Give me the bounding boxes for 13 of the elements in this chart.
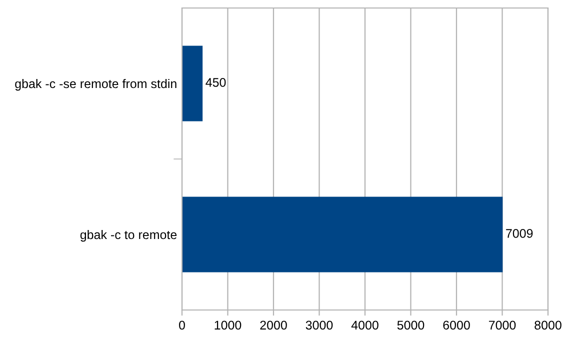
x-tick-label: 4000 [351,320,378,330]
x-tick-label: 2000 [260,320,287,330]
data-label: 7009 [506,229,533,238]
x-tick-label: 3000 [306,320,333,330]
data-label: 450 [206,78,226,87]
x-tick-label: 8000 [534,320,562,330]
x-tick-label: 7000 [488,320,516,330]
x-tick-label: 1000 [214,320,242,330]
x-tick-label: 6000 [443,320,470,330]
y-tick-label: gbak -c -se remote from stdin [15,78,176,91]
y-tick-label: gbak -c to remote [80,230,177,242]
x-tick-label: 5000 [397,320,424,330]
x-tick-label: 0 [179,320,185,330]
